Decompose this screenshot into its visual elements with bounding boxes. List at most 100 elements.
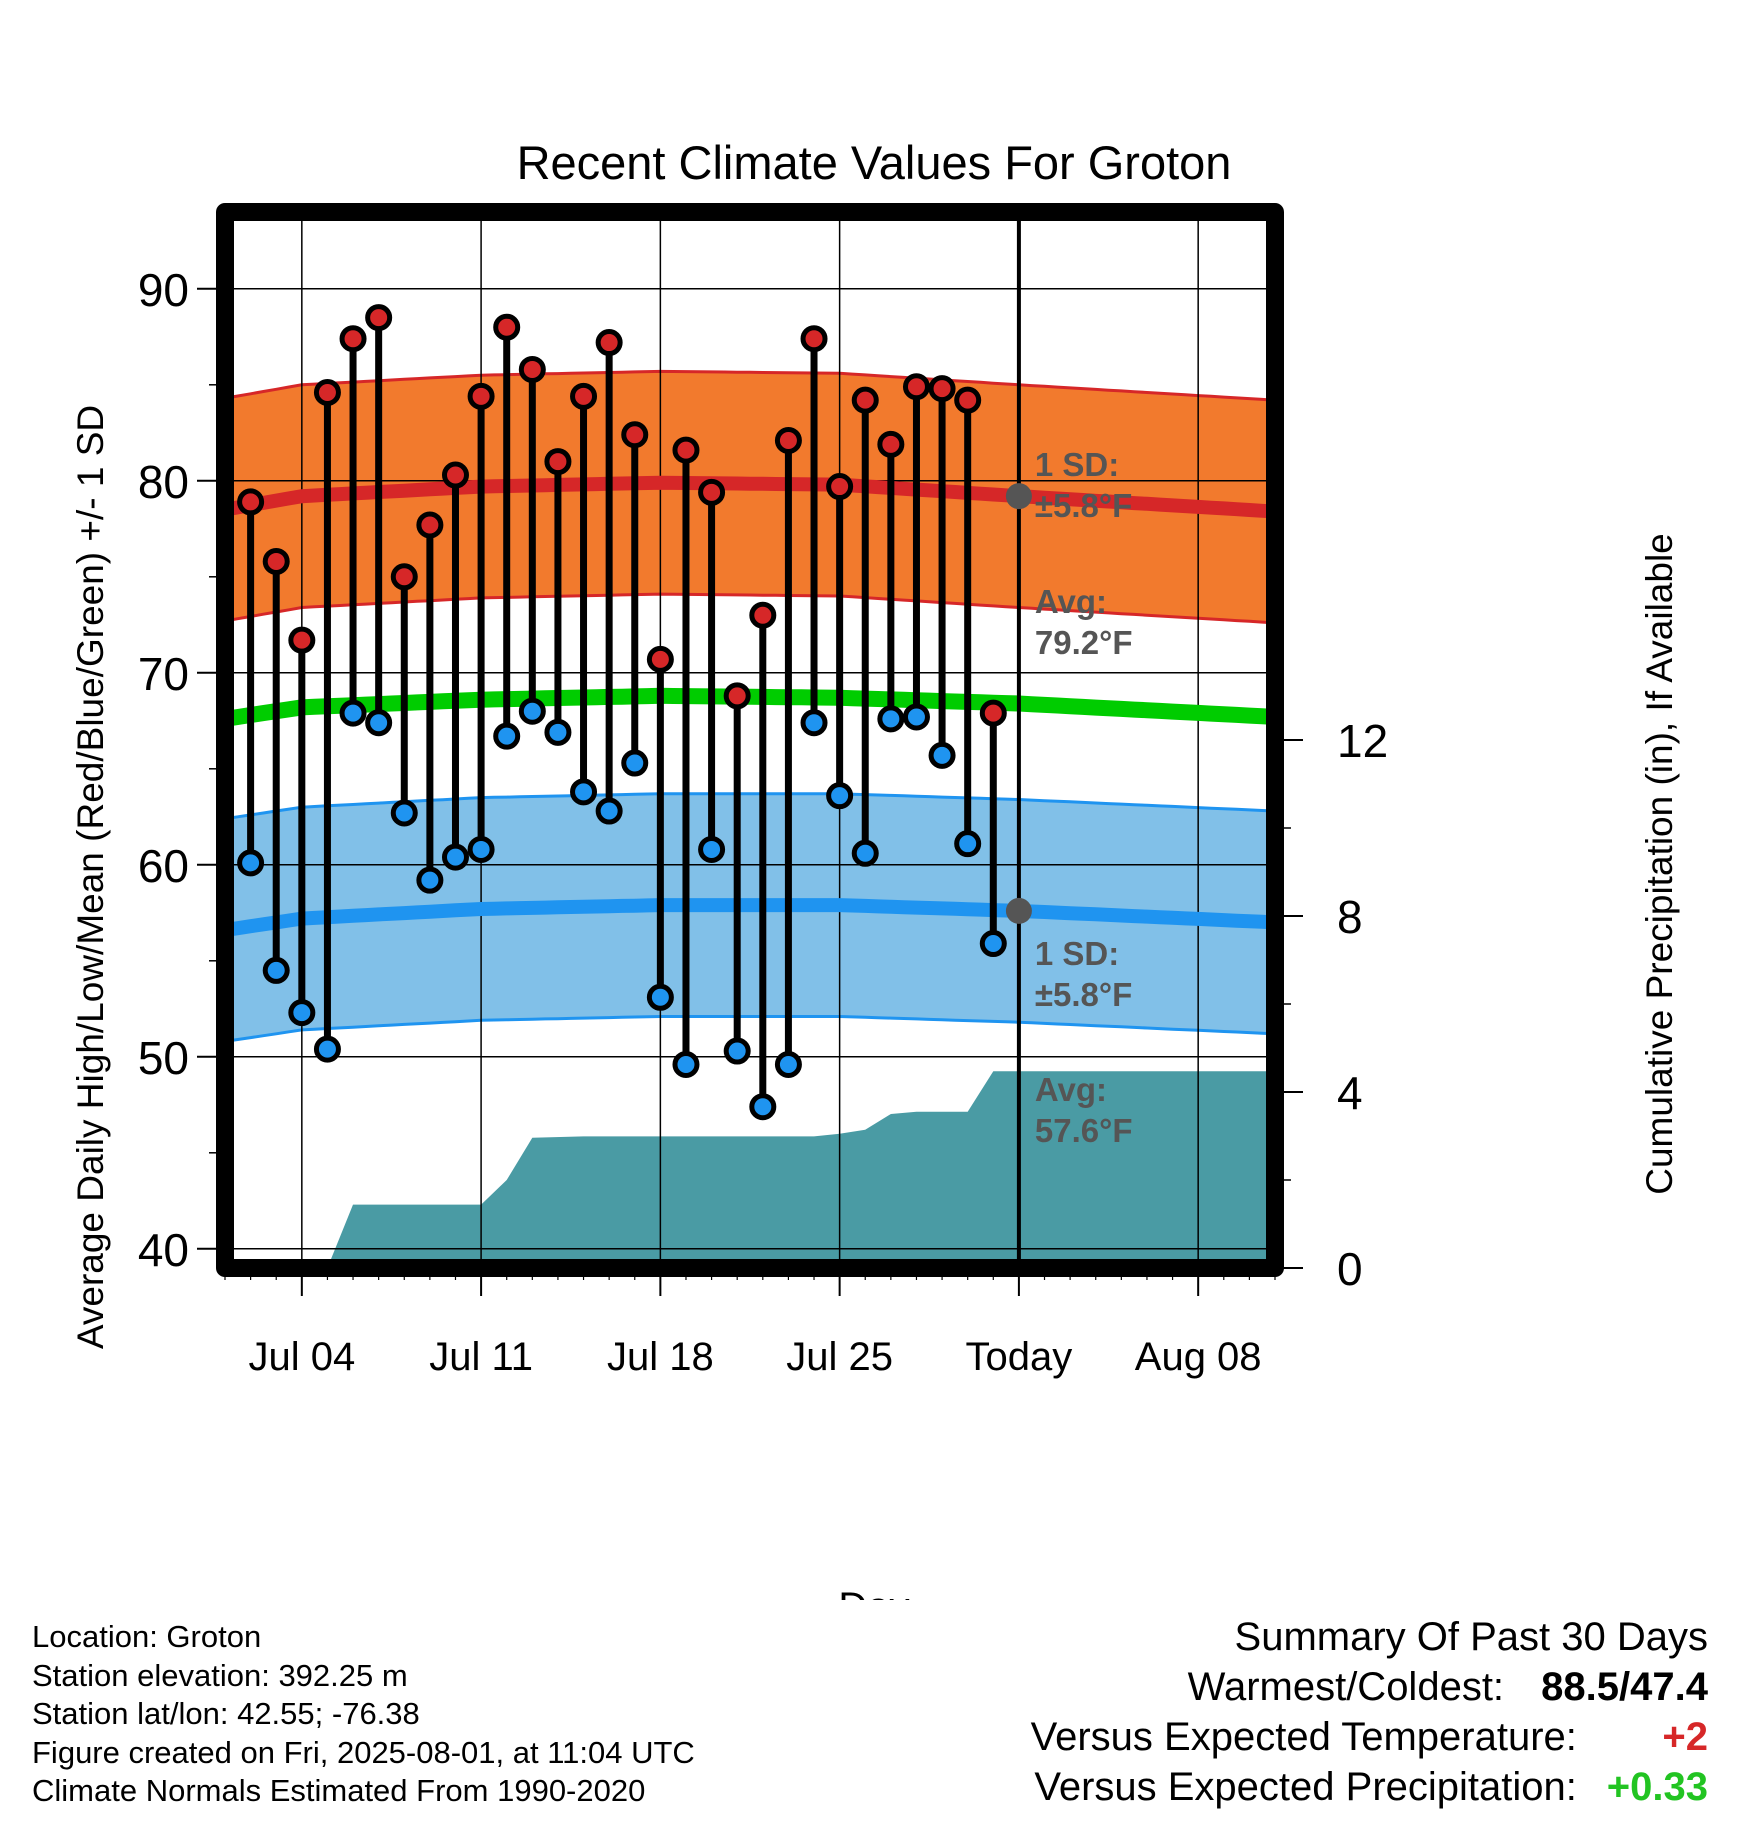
daily-low-point: [672, 1050, 700, 1078]
x-tick-label: Today: [966, 1335, 1073, 1379]
daily-high-point: [595, 329, 623, 357]
daily-low-point: [518, 697, 546, 725]
temp-label: Versus Expected Temperature:: [1030, 1715, 1577, 1759]
daily-high-point: [416, 511, 444, 539]
daily-low-point: [544, 718, 572, 746]
high-sd-band: [225, 371, 1275, 623]
high-avg-annotation-line1: Avg:: [1035, 583, 1107, 620]
today-window-label-line2: Days: [1033, 1422, 1119, 1463]
daily-low-point: [928, 741, 956, 769]
daily-low-point: [954, 830, 982, 858]
normals-text: Climate Normals Estimated From 1990-2020: [32, 1773, 646, 1808]
daily-high-point: [262, 547, 290, 575]
daily-low-point: [390, 799, 418, 827]
precip-label: Versus Expected Precipitation:: [1034, 1765, 1577, 1809]
daily-high-point: [313, 378, 341, 406]
daily-low-point: [621, 749, 649, 777]
daily-high-point: [621, 421, 649, 449]
daily-high-point: [877, 430, 905, 458]
today-high-normal-marker: [1005, 483, 1032, 510]
summary-temp: Versus Expected Temperature: +2: [888, 1712, 1708, 1762]
daily-low-point: [595, 797, 623, 825]
y-axis-label: Average Daily High/Low/Mean (Red/Blue/Gr…: [70, 405, 111, 1349]
daily-high-point: [237, 488, 265, 516]
daily-low-point: [441, 843, 469, 871]
daily-low-point: [313, 1035, 341, 1063]
y-tick-label: 50: [138, 1032, 189, 1084]
daily-low-point: [723, 1037, 751, 1065]
daily-low-point: [851, 839, 879, 867]
high-sd-annotation-line1: 1 SD:: [1035, 446, 1119, 483]
daily-low-point: [877, 705, 905, 733]
x-tick-label: Jul 11: [429, 1335, 533, 1379]
daily-high-point: [441, 461, 469, 489]
latlon-text: Station lat/lon: 42.55; -76.38: [32, 1696, 420, 1731]
daily-low-point: [339, 699, 367, 727]
daily-low-point: [902, 703, 930, 731]
daily-high-point: [288, 626, 316, 654]
y2-tick-label: 8: [1337, 891, 1363, 943]
low-sd-lower-line: [225, 1015, 1275, 1043]
x-tick-label: Aug 08: [1135, 1335, 1262, 1379]
daily-low-point: [800, 709, 828, 737]
created-text: Figure created on Fri, 2025-08-01, at 11…: [32, 1734, 695, 1770]
x-tick-label: Jul 18: [607, 1335, 714, 1379]
y-tick-label: 90: [138, 264, 189, 316]
summary-title: Summary Of Past 30 Days: [1234, 1615, 1708, 1659]
temp-value: +2: [1662, 1715, 1708, 1759]
low-normal-line: [225, 898, 1275, 938]
daily-low-point: [826, 782, 854, 810]
precip-value: +0.33: [1606, 1765, 1708, 1809]
y-tick-label: 60: [138, 840, 189, 892]
daily-high-point: [749, 601, 777, 629]
x-tick-label: Jul 04: [248, 1335, 355, 1379]
daily-high-point: [928, 375, 956, 403]
y2-axis-label: Cumulative Precipitation (in), If Availa…: [1639, 533, 1680, 1195]
warm-cold-label: Warmest/Coldest:: [1187, 1665, 1505, 1709]
today-window-label-line1: 30: [1033, 1380, 1073, 1421]
y-tick-label: 80: [138, 456, 189, 508]
warm-cold-value: 88.5/47.4: [1541, 1665, 1708, 1709]
daily-high-point: [723, 682, 751, 710]
daily-high-point: [493, 313, 521, 341]
daily-high-point: [390, 563, 418, 591]
daily-high-point: [518, 355, 546, 383]
daily-high-point: [570, 382, 598, 410]
high-normal-line: [225, 475, 1275, 519]
daily-low-point: [979, 930, 1007, 958]
high-sd-upper-line: [225, 369, 1275, 402]
daily-low-point: [262, 956, 290, 984]
precipitation-area: [225, 1071, 1275, 1268]
daily-high-point: [672, 436, 700, 464]
y2-tick-label: 0: [1337, 1243, 1363, 1295]
low-sd-annotation-line2: ±5.8°F: [1035, 976, 1132, 1013]
daily-high-point: [646, 645, 674, 673]
low-avg-annotation-line1: Avg:: [1035, 1071, 1107, 1108]
daily-high-point: [339, 325, 367, 353]
climate-chart: Recent Climate Values For Groton 1 SD: ±5…: [70, 136, 1680, 1600]
daily-high-point: [800, 325, 828, 353]
daily-low-point: [646, 983, 674, 1011]
daily-high-point: [467, 382, 495, 410]
high-sd-annotation-line2: ±5.8°F: [1035, 487, 1132, 524]
daily-high-point: [902, 373, 930, 401]
daily-low-point: [698, 835, 726, 863]
today-low-normal-marker: [1005, 897, 1032, 924]
daily-low-point: [570, 778, 598, 806]
daily-high-point: [851, 386, 879, 414]
plot-area: 1 SD: ±5.8°F Avg: 79.2°F 1 SD: ±5.8°F Avg: 57.6…: [138, 203, 1388, 1463]
daily-low-point: [416, 866, 444, 894]
daily-high-point: [698, 478, 726, 506]
plot-clipped: 1 SD: ±5.8°F Avg: 79.2°F 1 SD: ±5.8°F Avg: 57.6…: [225, 212, 1275, 1463]
x-axis-label: Day: [838, 1585, 909, 1600]
summary-precip: Versus Expected Precipitation: +0.33: [888, 1762, 1708, 1812]
daily-high-point: [774, 426, 802, 454]
daily-high-point: [979, 699, 1007, 727]
elevation-text: Station elevation: 392.25 m: [32, 1657, 408, 1693]
daily-low-point: [749, 1093, 777, 1121]
daily-high-point: [826, 473, 854, 501]
daily-high-point: [954, 386, 982, 414]
summary-panel: Summary Of Past 30 Days Warmest/Coldest:…: [888, 1612, 1708, 1812]
daily-low-point: [288, 999, 316, 1027]
station-info: Location: Groton Station elevation: 392.…: [32, 1618, 832, 1811]
